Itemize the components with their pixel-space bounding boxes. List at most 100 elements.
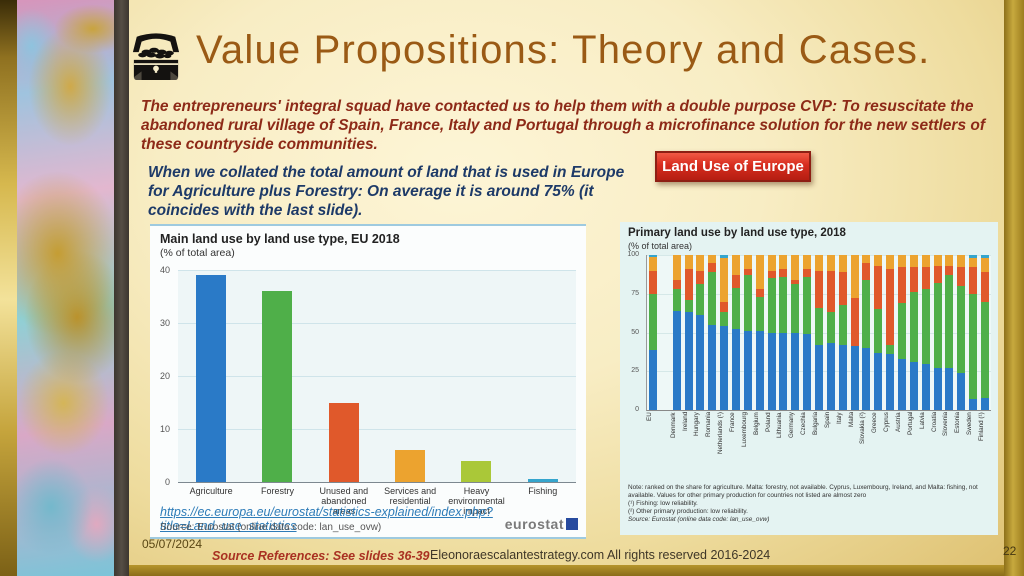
segment-forestry: [897, 303, 906, 359]
stacked-bar-portugal: [909, 255, 918, 410]
segment-agriculture: [755, 330, 764, 410]
chart1-x-axis-labels: Agriculture Forestry Unused and abandoned …: [178, 486, 576, 516]
segment-agriculture: [826, 343, 835, 410]
segment-unused-and-abandoned-areas: [779, 268, 788, 277]
y-tick-label: 40: [159, 265, 170, 275]
segment-agriculture: [648, 349, 657, 410]
y-tick-label: 100: [627, 251, 639, 258]
footer-page-number: 22: [1003, 544, 1017, 558]
country-label: Slovakia (²): [859, 412, 867, 444]
stacked-bar-estonia: [957, 255, 966, 410]
segment-agriculture: [731, 329, 740, 410]
segment-services-and-residential: [933, 255, 942, 266]
country-label: Estonia: [954, 412, 962, 434]
chart1-bars: [178, 270, 576, 482]
segment-agriculture: [720, 326, 729, 410]
country-label: Croatia: [930, 412, 938, 433]
stacked-bar-slot: [683, 255, 695, 410]
page-title: Value Propositions: Theory and Cases.: [196, 28, 931, 72]
country-label: Hungary: [693, 412, 701, 436]
segment-forestry: [803, 276, 812, 335]
segment-forestry: [874, 309, 883, 353]
segment-forestry: [921, 289, 930, 364]
segment-services-and-residential: [720, 258, 729, 302]
segment-agriculture: [803, 334, 812, 410]
y-tick-label: 75: [631, 289, 639, 297]
segment-forestry: [743, 275, 752, 331]
stacked-bar-germany: [791, 255, 800, 410]
segment-services-and-residential: [886, 255, 895, 269]
y-tick-label: 0: [635, 406, 639, 413]
country-label: Cyprus: [883, 412, 891, 432]
segment-forestry: [909, 292, 918, 362]
segment-services-and-residential: [648, 256, 657, 271]
segment-agriculture: [957, 372, 966, 410]
stacked-bar-italy: [838, 255, 847, 410]
bar-fishing: [527, 479, 558, 482]
stacked-bar-slot: [967, 255, 979, 410]
segment-forestry: [684, 299, 693, 313]
stacked-bar-slot: [943, 255, 955, 410]
collation-note: When we collated the total amount of lan…: [148, 164, 625, 219]
stacked-bar-slot: [766, 255, 778, 410]
chart2-y-axis-labels: 0 25 50 75 100: [620, 251, 642, 413]
segment-forestry: [838, 304, 847, 345]
country-label: EU: [646, 412, 653, 421]
segment-services-and-residential: [708, 255, 717, 263]
chart2-note-main: Note: ranked on the share for agricultur…: [628, 484, 978, 499]
segment-services-and-residential: [672, 255, 681, 280]
stacked-bar-poland: [767, 255, 776, 410]
stacked-bar-slot: [896, 255, 908, 410]
segment-services-and-residential: [897, 255, 906, 268]
watercolor-flower-art: [17, 0, 114, 576]
chart2-source: Source: Eurostat (online data code: lan_…: [628, 516, 770, 523]
intro-paragraph: The entrepreneurs' integral squad have c…: [141, 98, 986, 153]
segment-unused-and-abandoned-areas: [826, 270, 835, 313]
bar-agriculture: [196, 275, 227, 482]
segment-unused-and-abandoned-areas: [838, 272, 847, 305]
segment-services-and-residential: [803, 255, 812, 269]
segment-unused-and-abandoned-areas: [874, 265, 883, 310]
stacked-bar-slot: [813, 255, 825, 410]
segment-services-and-residential: [945, 255, 954, 266]
country-label: Portugal: [906, 412, 914, 436]
segment-forestry: [696, 284, 705, 316]
stacked-bar-slot: [837, 255, 849, 410]
footer-date: 05/07/2024: [142, 537, 203, 551]
segment-agriculture: [791, 332, 800, 410]
segment-services-and-residential: [696, 255, 705, 271]
eurostat-flag-icon: [566, 518, 578, 530]
country-label: Slovenia: [942, 412, 950, 437]
segment-agriculture: [909, 361, 918, 410]
segment-agriculture: [945, 368, 954, 410]
segment-forestry: [767, 278, 776, 333]
main-land-use-chart-card: Main land use by land use type, EU 2018 …: [150, 224, 586, 539]
segment-forestry: [731, 287, 740, 330]
country-label: Spain: [823, 412, 831, 429]
country-label: Malta: [847, 412, 855, 428]
segment-forestry: [933, 282, 942, 369]
y-tick-label: 25: [631, 367, 639, 375]
country-label: Finland (¹): [978, 412, 986, 441]
x-tick-label: Heavy environmental impact: [448, 486, 505, 516]
eurostat-link[interactable]: https://ec.europa.eu/eurostat/statistics…: [160, 505, 493, 533]
x-tick-label: Forestry: [260, 486, 294, 496]
chart2-x-axis-labels: EU Denmark Ireland Hungary Romania Netherland…: [646, 412, 990, 474]
stacked-bar-slot: [777, 255, 789, 410]
stacked-bar-slot: [955, 255, 967, 410]
stacked-bar-spain: [826, 255, 835, 410]
segment-unused-and-abandoned-areas: [708, 262, 717, 273]
segment-unused-and-abandoned-areas: [897, 267, 906, 304]
segment-unused-and-abandoned-areas: [791, 279, 800, 285]
segment-unused-and-abandoned-areas: [921, 267, 930, 290]
country-label: Denmark: [669, 412, 677, 438]
eurostat-logo: eurostat: [505, 516, 578, 532]
stacked-bar-slot: [671, 255, 683, 410]
segment-agriculture: [897, 358, 906, 410]
stacked-bar-malta: [850, 255, 859, 410]
segment-services-and-residential: [874, 255, 883, 266]
country-label: Netherlands (¹): [717, 412, 725, 454]
stacked-bar-slot: [730, 255, 742, 410]
segment-fishing: [980, 255, 989, 259]
